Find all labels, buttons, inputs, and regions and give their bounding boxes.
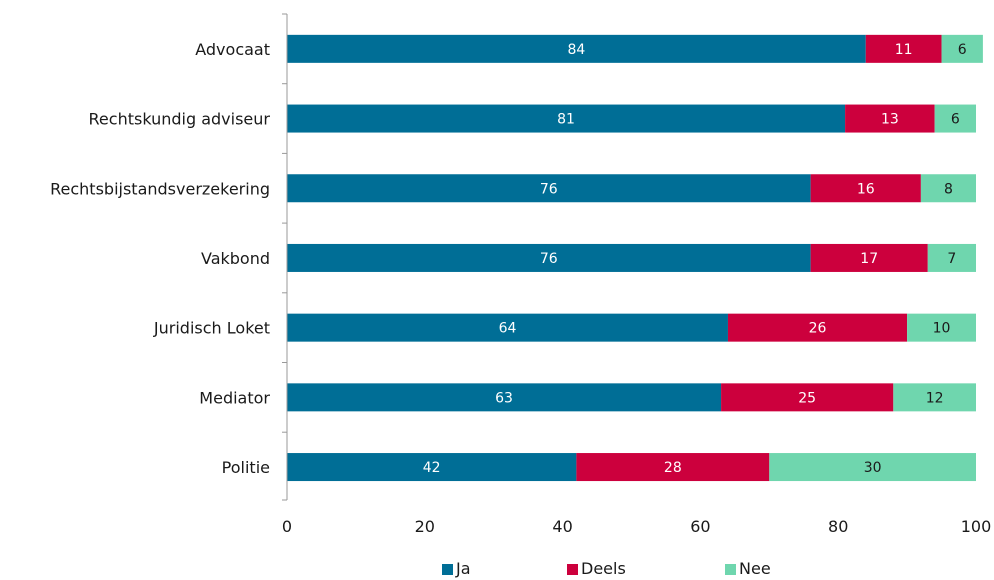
data-label-vakbond-nee: 7	[947, 251, 956, 267]
x-tick-label-80: 80	[828, 517, 848, 536]
category-label-rechtsbijstandsverzekering: Rechtsbijstandsverzekering	[50, 179, 270, 198]
bar-politie-deels	[576, 453, 770, 482]
category-label-politie: Politie	[222, 458, 270, 477]
bar-vakbond-nee	[927, 243, 976, 272]
axes-layer	[282, 13, 288, 501]
legend-item-deels: Deels	[567, 560, 626, 578]
data-label-vakbond-deels: 17	[860, 251, 878, 267]
legend-label-nee: Nee	[739, 559, 771, 578]
data-label-mediator-deels: 25	[798, 390, 816, 406]
category-label-advocaat: Advocaat	[195, 40, 270, 59]
x-tick-label-100: 100	[961, 517, 992, 536]
data-label-advocaat-deels: 11	[895, 42, 913, 58]
bar-rechtskundig-adviseur-deels	[845, 104, 935, 133]
category-label-rechtskundig-adviseur: Rechtskundig adviseur	[89, 110, 271, 129]
legend-swatch-ja	[442, 563, 453, 575]
legend-swatch-deels	[567, 563, 578, 575]
bar-rechtsbijstandsverzekering-ja	[287, 174, 811, 203]
bar-juridisch-loket-deels	[727, 313, 908, 342]
data-label-mediator-nee: 12	[926, 390, 944, 406]
data-label-rechtsbijstandsverzekering-ja: 76	[540, 181, 558, 197]
bar-juridisch-loket-nee	[907, 313, 976, 342]
bar-advocaat-ja	[287, 34, 866, 63]
legend-label-deels: Deels	[581, 559, 626, 578]
bar-advocaat-deels	[865, 34, 942, 63]
bar-politie-nee	[769, 453, 976, 482]
data-label-rechtskundig-adviseur-ja: 81	[557, 112, 575, 128]
data-label-advocaat-nee: 6	[958, 42, 967, 58]
x-tick-labels: 0 20 40 60 80 100	[282, 517, 991, 536]
bar-rechtsbijstandsverzekering-deels	[810, 174, 921, 203]
bar-advocaat-nee	[941, 34, 983, 63]
bar-vakbond-deels	[810, 243, 928, 272]
x-tick-label-20: 20	[415, 517, 435, 536]
bar-rechtskundig-adviseur-nee	[934, 104, 976, 133]
data-label-rechtsbijstandsverzekering-nee: 8	[944, 181, 953, 197]
data-label-rechtsbijstandsverzekering-deels: 16	[857, 181, 875, 197]
x-tick-label-40: 40	[552, 517, 572, 536]
category-label-mediator: Mediator	[199, 388, 270, 407]
data-label-politie-ja: 42	[423, 460, 441, 476]
data-label-juridisch-loket-ja: 64	[499, 321, 517, 337]
bar-mediator-deels	[721, 383, 894, 412]
data-label-politie-nee: 30	[864, 460, 882, 476]
x-tick-label-0: 0	[282, 517, 292, 536]
data-label-juridisch-loket-nee: 10	[933, 321, 951, 337]
data-label-juridisch-loket-deels: 26	[809, 321, 827, 337]
x-tick-label-60: 60	[690, 517, 710, 536]
bar-rechtsbijstandsverzekering-nee	[920, 174, 976, 203]
legend-item-nee: Nee	[725, 560, 771, 578]
bar-mediator-ja	[287, 383, 722, 412]
data-label-mediator-ja: 63	[495, 390, 513, 406]
legend: Ja Deels Nee	[0, 558, 994, 580]
data-label-rechtskundig-adviseur-nee: 6	[951, 112, 960, 128]
legend-swatch-nee	[725, 563, 736, 575]
bar-juridisch-loket-ja	[287, 313, 728, 342]
bar-vakbond-ja	[287, 243, 811, 272]
data-label-politie-deels: 28	[664, 460, 682, 476]
category-labels: Advocaat Rechtskundig adviseur Rechtsbijst…	[50, 40, 270, 477]
bar-mediator-nee	[893, 383, 976, 412]
legend-label-ja: Ja	[456, 559, 471, 578]
bar-politie-ja	[287, 453, 577, 482]
data-label-advocaat-ja: 84	[567, 42, 585, 58]
category-label-juridisch-loket: Juridisch Loket	[153, 319, 270, 338]
category-label-vakbond: Vakbond	[201, 249, 270, 268]
bar-rechtskundig-adviseur-ja	[287, 104, 846, 133]
legend-item-ja: Ja	[442, 560, 471, 578]
data-label-rechtskundig-adviseur-deels: 13	[881, 112, 899, 128]
data-label-vakbond-ja: 76	[540, 251, 558, 267]
